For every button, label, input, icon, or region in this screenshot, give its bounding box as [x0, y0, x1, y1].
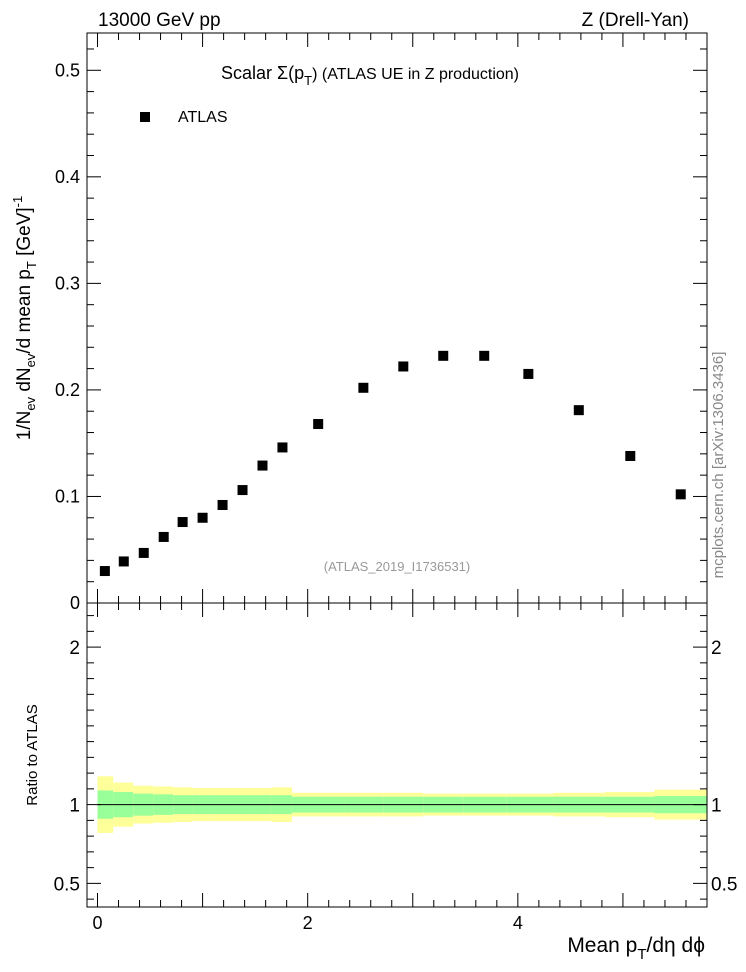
main-y-axis: 0 0.1 0.2 0.3 0.4 0.5	[55, 48, 707, 613]
data-point	[523, 368, 534, 379]
data-point	[217, 499, 228, 510]
x-tick-label: 0	[93, 913, 103, 933]
data-point	[438, 350, 449, 361]
main-y-tick-label: 0.4	[55, 167, 80, 187]
main-y-tick-label: 0.1	[55, 486, 80, 506]
data-points	[99, 350, 686, 577]
data-point	[197, 512, 208, 523]
ratio-y-tick-label: 0.5	[54, 874, 80, 895]
ratio-panel: 0.5 0.5 1 1 2 2 0 2 4 Ratio to ATLAS Mean pT/dη…	[24, 33, 737, 963]
title-main: Scalar Σ(p	[221, 63, 304, 83]
x-axis: 0 2 4	[93, 33, 708, 933]
legend-label: ATLAS	[178, 109, 228, 126]
x-tick-label: 2	[303, 913, 313, 933]
ratio-y-tick-label-right: 0.5	[711, 874, 737, 895]
data-point	[675, 489, 686, 500]
data-point	[573, 405, 584, 416]
main-y-tick-label: 0.2	[55, 380, 80, 400]
header-right: Z (Drell-Yan)	[582, 10, 689, 31]
data-point	[625, 450, 636, 461]
data-point	[237, 485, 248, 496]
ratio-frame	[86, 602, 708, 908]
data-point	[479, 350, 490, 361]
data-point	[313, 419, 324, 430]
data-point	[138, 547, 149, 558]
data-point	[257, 460, 268, 471]
main-panel: 0 0.1 0.2 0.3 0.4 0.5 Scalar Σ(pT) (ATLAS UE …	[10, 32, 708, 613]
data-point	[177, 517, 188, 528]
data-point	[277, 442, 288, 453]
x-tick-label: 4	[513, 913, 523, 933]
side-label: mcplots.cern.ch [arXiv:1306.3436]	[710, 352, 727, 579]
main-y-tick-label: 0.3	[55, 273, 80, 293]
main-y-tick-label: 0.5	[55, 60, 80, 80]
ratio-y-tick-label-right: 1	[711, 796, 722, 817]
data-point	[118, 556, 129, 567]
ratio-y-tick-label-right: 2	[711, 638, 722, 659]
ratio-y-tick-label: 2	[69, 638, 80, 659]
legend-marker	[140, 112, 150, 122]
x-axis-label: Mean pT/dη dϕ	[567, 934, 705, 963]
main-y-tick-label: 0	[70, 593, 80, 613]
ratio-y-label: Ratio to ATLAS	[24, 704, 41, 805]
chart-title: Scalar Σ(pT) (ATLAS UE in Z production)	[221, 63, 519, 88]
title-sub: T	[304, 73, 312, 88]
ratio-y-tick-label: 1	[69, 796, 80, 817]
data-point	[358, 382, 369, 393]
header-left: 13000 GeV pp	[98, 10, 221, 31]
ratio-y-axis: 0.5 0.5 1 1 2 2	[54, 615, 737, 900]
data-point	[158, 531, 169, 542]
title-tail: ) (ATLAS UE in Z production)	[312, 66, 519, 83]
main-y-label: 1/Nev dNev/d mean pT [GeV]-1	[10, 196, 39, 441]
data-point	[99, 566, 110, 577]
analysis-watermark: (ATLAS_2019_I1736531)	[324, 559, 470, 574]
data-point	[398, 361, 409, 372]
